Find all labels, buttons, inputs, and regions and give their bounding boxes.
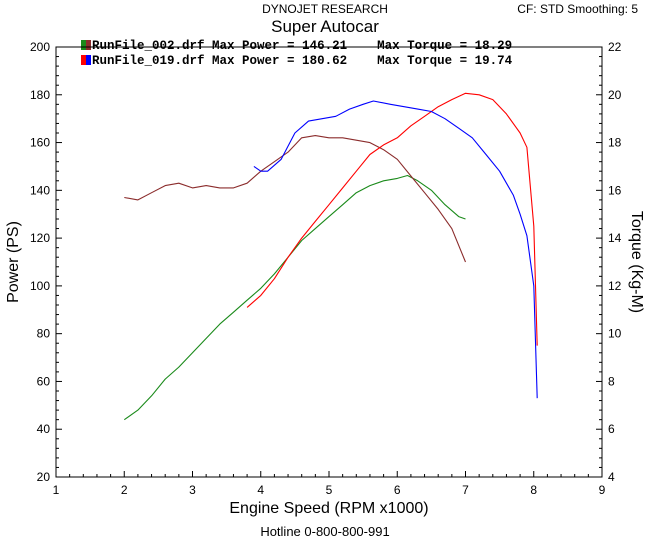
series-layer bbox=[123, 92, 538, 421]
x-axis-label: Engine Speed (RPM x1000) bbox=[229, 500, 428, 517]
x-tick-label: 8 bbox=[530, 483, 537, 497]
y-tick-label: 140 bbox=[30, 183, 50, 197]
y2-tick-label: 8 bbox=[608, 374, 615, 388]
legend-file: RunFile_002.drf bbox=[92, 39, 205, 53]
x-tick-label: 1 bbox=[53, 483, 60, 497]
y-tick-label: 100 bbox=[30, 279, 50, 293]
y-tick-label: 120 bbox=[30, 231, 50, 245]
y-tick-label: 20 bbox=[37, 470, 51, 484]
y-tick-label: 40 bbox=[37, 422, 51, 436]
y-axis-label: Power (PS) bbox=[5, 221, 22, 303]
y2-tick-label: 6 bbox=[608, 422, 615, 436]
series-runfile-019-drftorque bbox=[253, 100, 538, 399]
y-tick-label: 180 bbox=[30, 88, 50, 102]
y-axis-right: 4 6 8 10 12 14 16 18 20 22 bbox=[596, 40, 622, 484]
legend-max-torque: Max Torque = 19.74 bbox=[377, 54, 513, 68]
x-tick-label: 3 bbox=[189, 483, 196, 497]
legend-swatch-run-002 bbox=[81, 40, 91, 50]
series-runfile-002-drftorque bbox=[124, 135, 467, 263]
legend-max-power: Max Power = 180.62 bbox=[212, 54, 348, 68]
y2-tick-label: 20 bbox=[608, 88, 622, 102]
y-axis-left: 20 40 60 80 100 120 140 160 180 200 bbox=[30, 40, 62, 484]
legend-file: RunFile_019.drf bbox=[92, 54, 205, 68]
x-tick-label: 7 bbox=[462, 483, 469, 497]
legend-max-power: Max Power = 146.21 bbox=[212, 39, 348, 53]
y-tick-label: 200 bbox=[30, 40, 50, 54]
x-tick-label: 6 bbox=[394, 483, 401, 497]
legend-entry-run-019: RunFile_019.drf Max Power = 180.62 Max T… bbox=[81, 54, 512, 68]
y2-axis-label: Torque (Kg-M) bbox=[628, 211, 645, 313]
x-tick-label: 2 bbox=[121, 483, 128, 497]
footer-hotline: Hotline 0-800-800-991 bbox=[260, 524, 390, 539]
plot-frame bbox=[55, 46, 603, 478]
y-tick-label: 160 bbox=[30, 136, 50, 150]
y2-tick-label: 14 bbox=[608, 231, 622, 245]
y2-tick-label: 4 bbox=[608, 470, 615, 484]
x-tick-label: 9 bbox=[599, 483, 606, 497]
y2-tick-label: 22 bbox=[608, 40, 622, 54]
y-tick-label: 80 bbox=[37, 327, 51, 341]
x-tick-label: 5 bbox=[326, 483, 333, 497]
y-tick-label: 60 bbox=[37, 374, 51, 388]
y2-tick-label: 12 bbox=[608, 279, 622, 293]
x-axis: 1 2 3 4 5 6 7 8 9 bbox=[53, 471, 606, 497]
series-runfile-002-drfpower bbox=[123, 174, 466, 421]
header-brand: DYNOJET RESEARCH bbox=[262, 2, 388, 16]
chart-title: Super Autocar bbox=[271, 17, 379, 36]
x-tick-label: 4 bbox=[257, 483, 264, 497]
y2-tick-label: 10 bbox=[608, 327, 622, 341]
legend-max-torque: Max Torque = 18.29 bbox=[377, 39, 513, 53]
header-settings: CF: STD Smoothing: 5 bbox=[517, 2, 638, 16]
legend-swatch-run-019 bbox=[81, 55, 91, 65]
y2-tick-label: 16 bbox=[608, 183, 622, 197]
y2-tick-label: 18 bbox=[608, 136, 622, 150]
legend-entry-run-002: RunFile_002.drf Max Power = 146.21 Max T… bbox=[81, 39, 512, 53]
series-runfile-019-drfpower bbox=[246, 92, 538, 346]
